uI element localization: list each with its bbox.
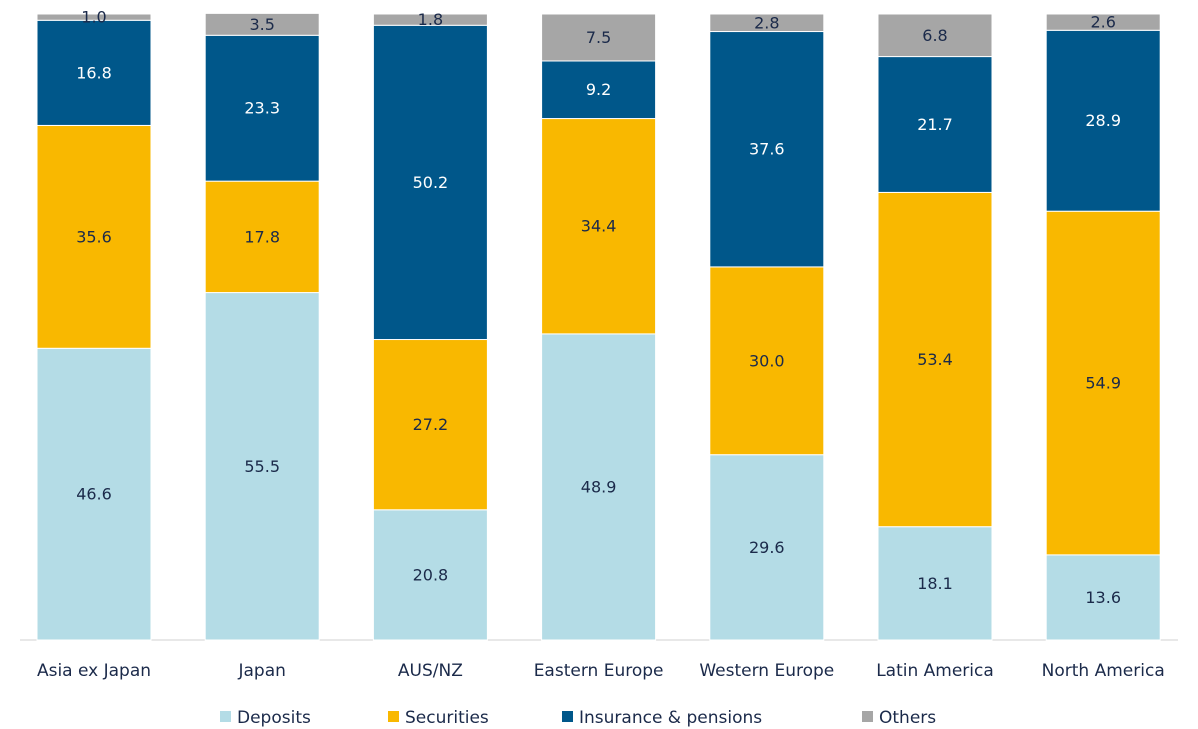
- data-label: 1.8: [418, 10, 443, 29]
- bar-segment: [204, 292, 320, 641]
- bar-segment: [1045, 554, 1161, 641]
- bar-segment: [36, 124, 152, 349]
- legend-label: Deposits: [237, 708, 311, 728]
- data-label: 35.6: [76, 227, 112, 246]
- data-label: 28.9: [1085, 111, 1121, 130]
- bar-segment: [877, 13, 993, 58]
- data-label: 6.8: [922, 26, 947, 45]
- bar-segment: [709, 454, 825, 641]
- x-tick-label: Japan: [237, 661, 285, 681]
- bar-segment: [709, 266, 825, 456]
- bar-segment: [1045, 13, 1161, 31]
- bar-segment: [204, 180, 320, 294]
- legend-swatch: [862, 711, 873, 722]
- legend-label: Others: [879, 708, 936, 728]
- bar-segment: [541, 60, 657, 120]
- bar-segment: [204, 34, 320, 182]
- bar-segment: [372, 339, 488, 511]
- data-label: 27.2: [413, 415, 449, 434]
- x-tick-label: Western Europe: [699, 661, 834, 681]
- x-tick-label: AUS/NZ: [398, 661, 463, 681]
- data-label: 55.5: [244, 457, 280, 476]
- data-label: 16.8: [76, 63, 112, 82]
- data-label: 3.5: [249, 15, 274, 34]
- data-label: 54.9: [1085, 374, 1121, 393]
- x-tick-label: Eastern Europe: [534, 661, 664, 681]
- bar-segment: [541, 333, 657, 641]
- legend-swatch: [388, 711, 399, 722]
- data-label: 50.2: [413, 173, 449, 192]
- bar-segment: [541, 13, 657, 62]
- data-label: 37.6: [749, 140, 785, 159]
- bar-segment: [709, 13, 825, 33]
- x-tick-label: North America: [1042, 661, 1165, 681]
- bar-segment: [204, 12, 320, 36]
- bar-segment: [877, 191, 993, 528]
- data-label: 48.9: [581, 477, 617, 496]
- bar-segment: [36, 13, 152, 21]
- bar-segment: [709, 31, 825, 268]
- data-label: 23.3: [244, 99, 280, 118]
- legend-swatch: [220, 711, 231, 722]
- data-label: 7.5: [586, 28, 611, 47]
- data-label: 53.4: [917, 350, 953, 369]
- data-label: 46.6: [76, 485, 112, 504]
- bar-segment: [877, 56, 993, 193]
- legend-label: Insurance & pensions: [579, 708, 762, 728]
- x-tick-label: Asia ex Japan: [37, 661, 151, 681]
- data-label: 2.6: [1090, 13, 1115, 32]
- bar-segment: [372, 24, 488, 341]
- bar-segment: [36, 347, 152, 641]
- bar-segment: [1045, 210, 1161, 556]
- data-label: 29.6: [749, 538, 785, 557]
- data-label: 1.0: [81, 8, 106, 27]
- data-label: 2.8: [754, 13, 779, 32]
- data-label: 9.2: [586, 80, 611, 99]
- data-label: 13.6: [1085, 588, 1121, 607]
- data-label: 20.8: [413, 565, 449, 584]
- legend-label: Securities: [405, 708, 489, 728]
- bar-segment: [372, 13, 488, 26]
- data-label: 30.0: [749, 351, 785, 370]
- bar-segment: [541, 118, 657, 335]
- data-label: 17.8: [244, 227, 280, 246]
- bar-segment: [372, 509, 488, 641]
- data-label: 21.7: [917, 115, 953, 134]
- data-label: 34.4: [581, 217, 617, 236]
- legend-swatch: [562, 711, 573, 722]
- x-tick-label: Latin America: [876, 661, 994, 681]
- data-label: 18.1: [917, 574, 953, 593]
